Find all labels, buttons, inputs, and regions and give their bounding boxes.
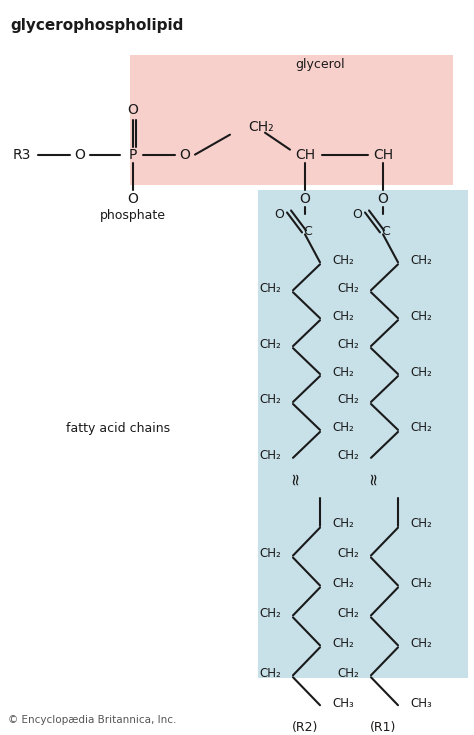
Text: (R1): (R1): [370, 720, 396, 734]
Text: P: P: [129, 148, 137, 162]
Text: CH₂: CH₂: [410, 365, 432, 379]
Text: CH₂: CH₂: [410, 421, 432, 434]
Text: CH: CH: [295, 148, 315, 162]
Text: glycerophospholipid: glycerophospholipid: [10, 18, 183, 33]
Text: CH₂: CH₂: [259, 337, 281, 351]
Text: CH₂: CH₂: [248, 120, 273, 134]
Text: O: O: [74, 148, 85, 162]
Text: CH₂: CH₂: [337, 449, 359, 462]
Text: ≈: ≈: [286, 471, 304, 484]
Text: CH₂: CH₂: [259, 547, 281, 560]
Text: O: O: [180, 148, 191, 162]
Text: CH₂: CH₂: [259, 667, 281, 680]
Text: CH₂: CH₂: [332, 254, 354, 267]
FancyBboxPatch shape: [258, 55, 453, 184]
Text: CH₂: CH₂: [332, 309, 354, 323]
Text: CH₂: CH₂: [337, 393, 359, 406]
Text: CH₂: CH₂: [410, 637, 432, 650]
Text: CH: CH: [373, 148, 393, 162]
Text: O: O: [128, 193, 138, 207]
Text: fatty acid chains: fatty acid chains: [66, 423, 170, 435]
Text: CH₂: CH₂: [410, 309, 432, 323]
Text: CH₂: CH₂: [259, 393, 281, 406]
Text: phosphate: phosphate: [100, 209, 166, 223]
FancyBboxPatch shape: [258, 190, 468, 678]
Text: CH₃: CH₃: [410, 697, 432, 710]
Text: CH₂: CH₂: [410, 577, 432, 590]
Text: O: O: [274, 208, 284, 221]
Text: CH₂: CH₂: [332, 365, 354, 379]
Text: CH₂: CH₂: [332, 577, 354, 590]
Text: CH₂: CH₂: [337, 667, 359, 680]
Text: © Encyclopædia Britannica, Inc.: © Encyclopædia Britannica, Inc.: [8, 715, 176, 725]
Text: O: O: [378, 193, 388, 207]
Text: CH₂: CH₂: [337, 282, 359, 295]
Text: ≈: ≈: [364, 471, 382, 484]
FancyBboxPatch shape: [130, 55, 285, 184]
Text: O: O: [128, 103, 138, 117]
Text: CH₂: CH₂: [337, 547, 359, 560]
Text: R3: R3: [13, 148, 31, 162]
Text: CH₂: CH₂: [259, 449, 281, 462]
Text: glycerol: glycerol: [295, 58, 345, 71]
Text: C: C: [304, 225, 312, 238]
Text: CH₂: CH₂: [259, 607, 281, 620]
Text: CH₂: CH₂: [410, 254, 432, 267]
Text: (R2): (R2): [292, 720, 318, 734]
Text: CH₂: CH₂: [332, 637, 354, 650]
Text: CH₂: CH₂: [337, 337, 359, 351]
Text: CH₂: CH₂: [332, 517, 354, 530]
Text: O: O: [300, 193, 310, 207]
Text: C: C: [382, 225, 391, 238]
Text: CH₂: CH₂: [259, 282, 281, 295]
Text: CH₂: CH₂: [337, 607, 359, 620]
Text: CH₂: CH₂: [410, 517, 432, 530]
Text: CH₂: CH₂: [332, 421, 354, 434]
Text: O: O: [352, 208, 362, 221]
Text: CH₃: CH₃: [332, 697, 354, 710]
